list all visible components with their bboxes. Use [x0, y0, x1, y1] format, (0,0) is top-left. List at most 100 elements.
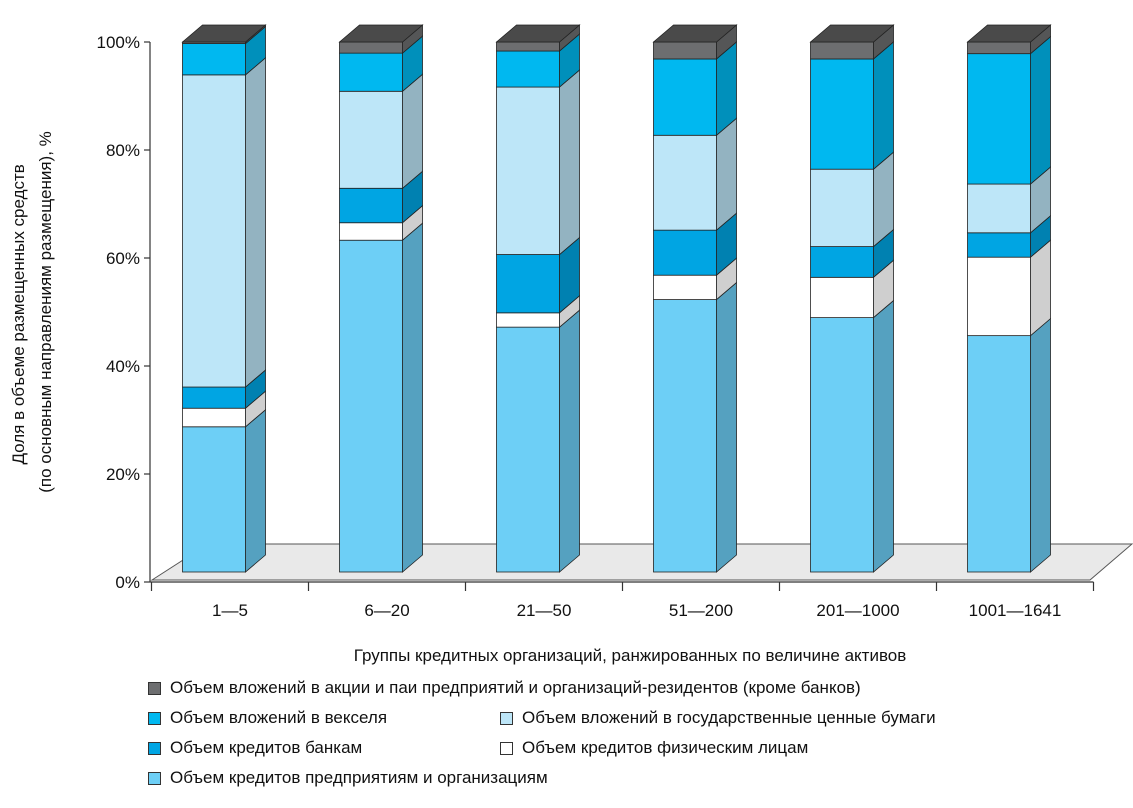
bar-segment	[810, 246, 874, 278]
bar-segment-side	[873, 41, 894, 171]
bar-segment	[339, 90, 403, 189]
legend-label-shares: Объем вложений в акции и паи предприятий…	[170, 678, 861, 697]
legend-label-bills: Объем вложений в векселя	[170, 708, 388, 727]
x-tick-label: 1001—1641	[969, 601, 1062, 620]
legend-item-individual-loans: Объем кредитов физическим лицам	[500, 733, 808, 763]
bar-segment-side	[716, 281, 737, 573]
bar-segment	[653, 134, 717, 231]
bar-segment	[810, 168, 874, 247]
y-tick-label: 80%	[106, 141, 140, 160]
bar-segment	[967, 232, 1031, 258]
bar-top-face	[495, 24, 581, 43]
legend-item-shares: Объем вложений в акции и паи предприятий…	[148, 673, 861, 703]
bar-segment-side	[716, 117, 737, 232]
bar-segment	[653, 58, 717, 136]
legend-row-3: Объем кредитов банкам Объем кредитов физ…	[148, 733, 1108, 763]
bar-segment	[339, 52, 403, 92]
bar-segment	[967, 183, 1031, 234]
bar-segment	[339, 187, 403, 224]
y-tick-label: 100%	[97, 33, 140, 52]
bar-segment	[182, 407, 246, 428]
bar-segment	[810, 58, 874, 170]
bar-segment	[653, 41, 717, 60]
bar-segment	[339, 222, 403, 241]
bar-top-face	[809, 24, 895, 43]
bar-stack	[809, 24, 895, 573]
bar-top-face	[966, 24, 1052, 43]
bar-segment-side	[559, 309, 580, 573]
bar-segment-side	[873, 299, 894, 573]
bar-segment	[967, 41, 1031, 55]
x-tick-label: 6—20	[364, 601, 409, 620]
y-tick-labels: 0% 20% 40% 60% 80% 100%	[97, 33, 140, 592]
bar-segment	[810, 41, 874, 60]
bar-segment	[182, 426, 246, 573]
bar-segment-side	[245, 56, 266, 388]
bar-top-face	[652, 24, 738, 43]
legend-item-enterprise-loans: Объем кредитов предприятиям и организаци…	[148, 763, 548, 793]
bar-segment	[339, 239, 403, 573]
bar-segment	[967, 53, 1031, 185]
legend-item-bank-loans: Объем кредитов банкам	[148, 733, 362, 763]
bar-segment	[496, 86, 560, 255]
bar-segment	[496, 254, 560, 314]
legend-swatch-gov-securities	[500, 711, 513, 725]
x-tick-label: 21—50	[517, 601, 572, 620]
bar-segment	[182, 43, 246, 76]
bar-segment-side	[402, 73, 423, 190]
bar-segment-side	[1030, 35, 1051, 185]
bar-segment	[967, 335, 1031, 573]
x-tick-label: 1—5	[212, 601, 248, 620]
bar-stack	[181, 24, 267, 573]
bar-segment	[653, 299, 717, 573]
bar-segment	[653, 274, 717, 300]
bar-stack	[495, 24, 581, 573]
legend-swatch-shares	[148, 681, 161, 695]
bar-segment-side	[1030, 317, 1051, 573]
bar-segment	[182, 386, 246, 409]
y-tick-label: 60%	[106, 249, 140, 268]
legend: Объем вложений в акции и паи предприятий…	[148, 673, 1108, 793]
legend-swatch-individual-loans	[500, 741, 513, 755]
bar-segment	[653, 229, 717, 276]
y-tick-label: 40%	[106, 357, 140, 376]
legend-row-4: Объем кредитов предприятиям и организаци…	[148, 763, 1108, 793]
bar-segment	[496, 50, 560, 88]
legend-swatch-bank-loans	[148, 741, 161, 755]
bar-top-face	[181, 24, 267, 43]
chart-bars	[181, 24, 1052, 573]
legend-label-bank-loans: Объем кредитов банкам	[170, 738, 363, 757]
bar-segment-side	[402, 222, 423, 573]
bar-segment	[496, 326, 560, 573]
legend-label-enterprise-loans: Объем кредитов предприятиям и организаци…	[170, 768, 548, 787]
x-axis-title: Группы кредитных организаций, ранжирован…	[354, 646, 907, 665]
y-axis-title-line1: Доля в объеме размещенных средств	[9, 164, 28, 464]
bar-segment-side	[245, 408, 266, 573]
legend-row-2: Объем вложений в векселя Объем вложений …	[148, 703, 1108, 733]
bar-stack	[652, 24, 738, 573]
chart-axes	[144, 41, 1095, 591]
bar-segment	[810, 276, 874, 319]
legend-item-gov-securities: Объем вложений в государственные ценные …	[500, 703, 936, 733]
legend-swatch-enterprise-loans	[148, 771, 161, 785]
bar-stack	[338, 24, 424, 573]
bar-segment-side	[559, 69, 580, 256]
legend-row-1: Объем вложений в акции и паи предприятий…	[148, 673, 1108, 703]
bar-segment	[810, 317, 874, 573]
bar-stack	[966, 24, 1052, 573]
x-tick-label: 51—200	[669, 601, 733, 620]
bar-segment	[339, 41, 403, 54]
bar-segment	[496, 312, 560, 328]
legend-label-gov-securities: Объем вложений в государственные ценные …	[522, 708, 936, 727]
legend-label-individual-loans: Объем кредитов физическим лицам	[522, 738, 809, 757]
bar-segment	[182, 74, 246, 388]
bar-segment	[967, 256, 1031, 337]
y-axis-title: Доля в объеме размещенных средств (по ос…	[9, 131, 55, 493]
bar-segment	[496, 41, 560, 52]
y-tick-label: 20%	[106, 465, 140, 484]
y-axis-title-line2: (по основным направлениям размещения), %	[36, 131, 55, 493]
x-tick-label: 201—1000	[816, 601, 899, 620]
x-tick-labels: 1—5 6—20 21—50 51—200 201—1000 1001—1641	[212, 601, 1061, 620]
legend-swatch-bills	[148, 711, 161, 725]
legend-item-bills: Объем вложений в векселя	[148, 703, 387, 733]
